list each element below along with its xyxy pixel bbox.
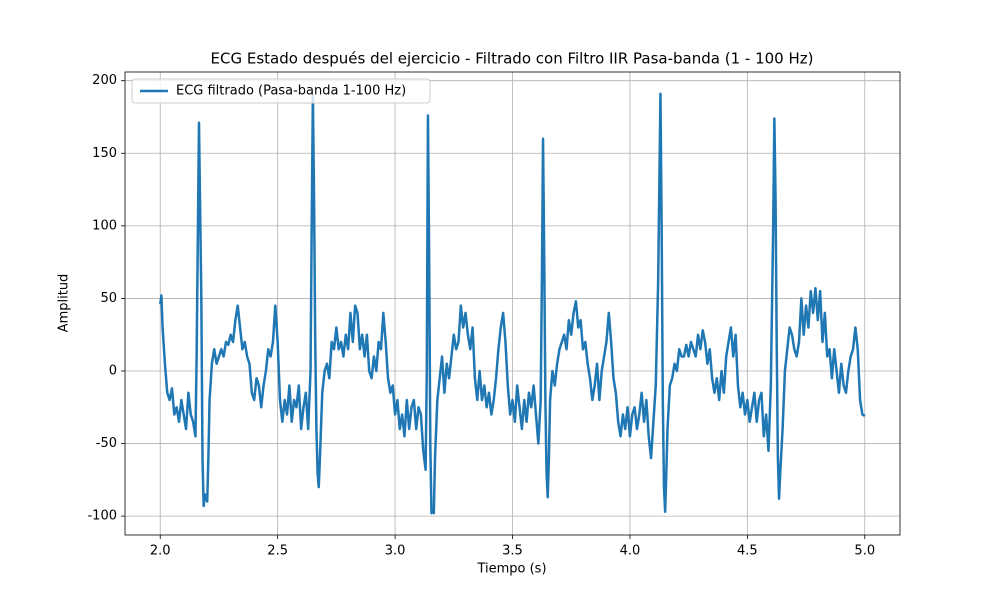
y-tick-label: -100 [87, 509, 117, 524]
x-axis-label: Tiempo (s) [476, 562, 546, 577]
x-tick-label: 5.0 [854, 544, 875, 559]
y-tick-label: 0 [109, 363, 117, 378]
plot-frame [124, 71, 901, 536]
x-tick-label: 4.0 [620, 544, 641, 559]
y-tick-label: 100 [92, 218, 117, 233]
x-tick-label: 2.0 [150, 544, 171, 559]
y-tick-label: 50 [100, 291, 117, 306]
y-tick-label: 150 [92, 146, 117, 161]
x-tick-label: 3.0 [385, 544, 406, 559]
y-axis-label: Amplitud [57, 274, 72, 333]
ecg-line [158, 92, 866, 515]
legend-label: ECG filtrado (Pasa-banda 1-100 Hz) [176, 84, 406, 99]
y-tick-label: -50 [96, 436, 117, 451]
x-tick-label: 2.5 [267, 544, 288, 559]
x-tick-label: 3.5 [502, 544, 523, 559]
chart-title: ECG Estado después del ejercicio - Filtr… [211, 50, 814, 68]
y-tick-label: 200 [92, 73, 117, 88]
legend-box [131, 78, 431, 104]
legend: ECG filtrado (Pasa-banda 1-100 Hz) [131, 78, 431, 104]
x-tick-label: 4.5 [737, 544, 758, 559]
